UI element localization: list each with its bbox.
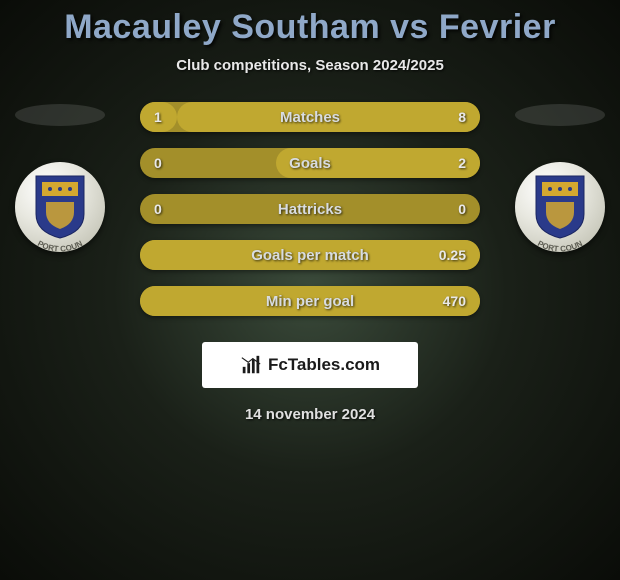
stat-right-value: 0 <box>458 201 466 217</box>
stat-right-value: 470 <box>443 293 466 309</box>
date-text: 14 november 2024 <box>0 406 620 423</box>
stat-row: 0 Goals 2 <box>140 148 480 178</box>
club-crest-left: PORT COUN <box>15 162 105 252</box>
stat-label: Hattricks <box>278 201 342 218</box>
stat-bars: 1 Matches 8 0 Goals 2 0 Hattricks 0 Goals per mat… <box>140 102 480 316</box>
stat-label: Goals <box>289 155 331 172</box>
content-wrapper: Macauley Southam vs Fevrier Club competi… <box>0 0 620 423</box>
player-shadow-left <box>15 104 105 126</box>
player-shadow-right <box>515 104 605 126</box>
club-crest-right: PORT COUN <box>515 162 605 252</box>
svg-text:PORT COUN: PORT COUN <box>536 239 584 254</box>
stat-row: Min per goal 470 <box>140 286 480 316</box>
bar-chart-icon <box>240 354 262 376</box>
stat-row: 1 Matches 8 <box>140 102 480 132</box>
stat-row: 0 Hattricks 0 <box>140 194 480 224</box>
comparison-area: PORT COUN PORT COUN <box>0 102 620 316</box>
fctables-logo[interactable]: FcTables.com <box>202 342 418 388</box>
subtitle: Club competitions, Season 2024/2025 <box>0 57 620 74</box>
stat-right-value: 2 <box>458 155 466 171</box>
svg-text:PORT COUN: PORT COUN <box>36 239 84 254</box>
stat-right-value: 8 <box>458 109 466 125</box>
logo-text: FcTables.com <box>268 355 380 375</box>
stat-left-value: 1 <box>154 109 162 125</box>
stat-right-value: 0.25 <box>439 247 466 263</box>
stat-left-value: 0 <box>154 155 162 171</box>
stat-label: Min per goal <box>266 293 354 310</box>
stat-row: Goals per match 0.25 <box>140 240 480 270</box>
stat-label: Goals per match <box>251 247 369 264</box>
stat-label: Matches <box>280 109 340 126</box>
stat-left-value: 0 <box>154 201 162 217</box>
page-title: Macauley Southam vs Fevrier <box>0 8 620 47</box>
